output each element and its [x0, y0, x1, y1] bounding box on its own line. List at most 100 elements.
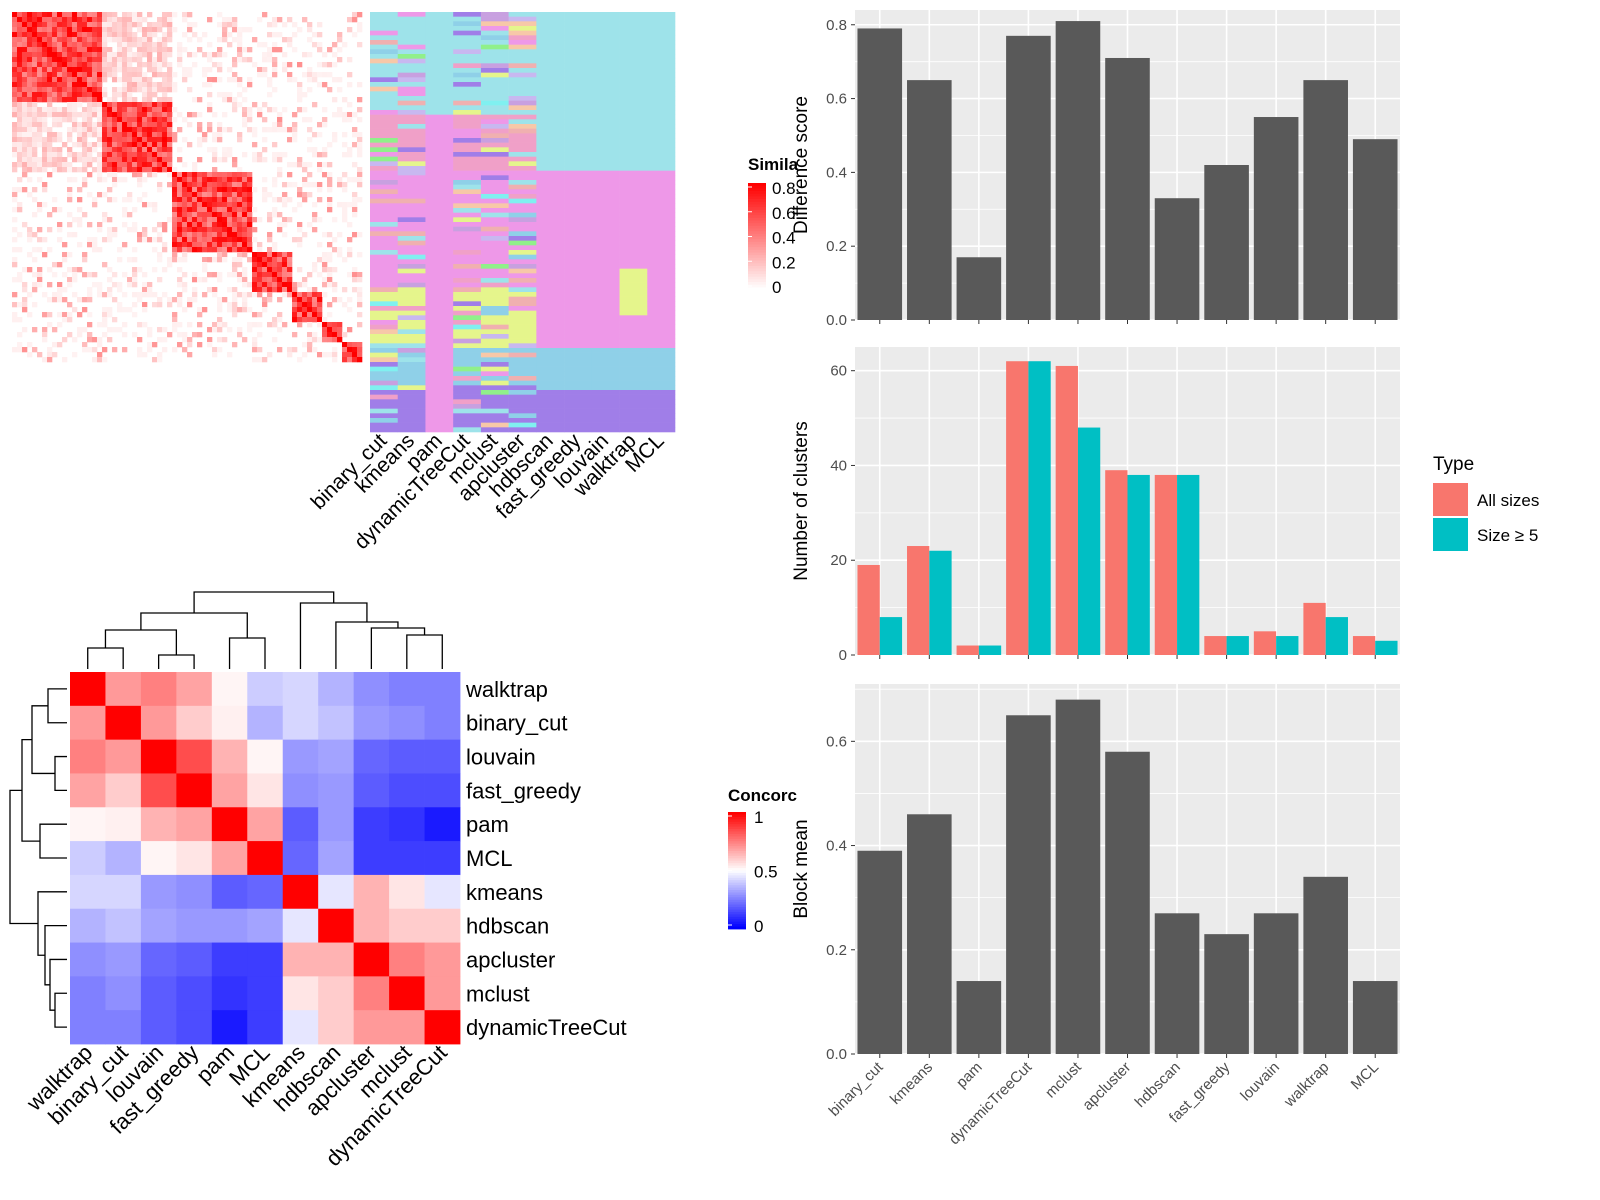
membership-cell: [591, 212, 620, 218]
similarity-cell: [12, 12, 18, 18]
membership-cell: [564, 380, 593, 386]
membership-cell: [425, 320, 454, 325]
similarity-cell: [217, 127, 223, 133]
similarity-cell: [272, 32, 278, 38]
membership-cell: [619, 91, 648, 97]
membership-cell: [480, 334, 509, 339]
membership-cell: [591, 268, 620, 274]
similarity-cell: [122, 112, 128, 118]
membership-cell: [619, 119, 648, 125]
membership-cell: [647, 21, 676, 27]
similarity-cell: [142, 37, 148, 43]
similarity-cell: [207, 217, 213, 223]
similarity-cell: [112, 137, 118, 143]
similarity-cell: [82, 92, 88, 98]
bar-apcluster-all-sizes: [1105, 470, 1128, 655]
membership-cell: [564, 245, 593, 251]
similarity-cell: [77, 72, 83, 78]
similarity-legend-gradient: [748, 228, 766, 232]
membership-cell: [591, 422, 620, 428]
similarity-cell: [42, 52, 48, 58]
similarity-cell: [112, 177, 118, 183]
membership-cell: [619, 404, 648, 409]
membership-cell: [536, 371, 565, 377]
similarity-cell: [152, 117, 158, 123]
similarity-cell: [157, 52, 163, 58]
similarity-cell: [312, 202, 318, 208]
similarity-cell: [292, 47, 298, 53]
similarity-cell: [327, 187, 333, 193]
similarity-cell: [157, 112, 163, 118]
similarity-cell: [322, 252, 328, 258]
similarity-cell: [232, 27, 238, 33]
similarity-cell: [142, 117, 148, 123]
similarity-cell: [102, 77, 108, 83]
similarity-cell: [17, 77, 23, 83]
similarity-cell: [192, 97, 198, 103]
membership-cell: [425, 208, 454, 213]
similarity-cell: [297, 267, 303, 273]
similarity-cell: [222, 212, 228, 218]
similarity-cell: [157, 72, 163, 78]
similarity-cell: [122, 347, 128, 353]
membership-cell: [647, 371, 676, 377]
membership-cell: [425, 413, 454, 419]
similarity-cell: [352, 277, 358, 283]
similarity-cell: [252, 252, 258, 258]
similarity-cell: [327, 257, 333, 263]
membership-cell: [370, 44, 399, 50]
similarity-cell: [37, 57, 43, 63]
similarity-cell: [132, 277, 138, 283]
similarity-cell: [302, 197, 308, 203]
similarity-cell: [67, 302, 73, 308]
similarity-cell: [142, 127, 148, 133]
similarity-cell: [187, 207, 193, 213]
similarity-cell: [122, 67, 128, 73]
similarity-cell: [327, 172, 333, 178]
similarity-cell: [162, 347, 168, 353]
concordance-row-label-dynamicTreeCut: dynamicTreeCut: [466, 1015, 627, 1040]
similarity-cell: [92, 282, 98, 288]
similarity-cell: [42, 57, 48, 63]
similarity-cell: [27, 32, 33, 38]
similarity-cell: [22, 72, 28, 78]
concordance-cell: [70, 976, 106, 1011]
membership-cell: [453, 184, 482, 190]
concordance-cell: [318, 773, 355, 808]
similarity-cell: [247, 57, 253, 63]
similarity-cell: [247, 117, 253, 123]
similarity-cell: [332, 132, 338, 138]
membership-cell: [480, 170, 509, 176]
membership-cell: [591, 161, 620, 167]
membership-cell: [536, 68, 565, 73]
similarity-cell: [42, 92, 48, 98]
similarity-cell: [202, 82, 208, 88]
membership-cell: [397, 254, 426, 260]
similarity-cell: [267, 57, 273, 63]
similarity-cell: [12, 187, 18, 193]
similarity-cell: [47, 37, 53, 43]
membership-cell: [536, 105, 565, 111]
similarity-cell: [352, 192, 358, 198]
membership-cell: [619, 236, 648, 241]
membership-cell: [370, 306, 399, 311]
similarity-cell: [347, 307, 353, 313]
similarity-cell: [177, 227, 183, 233]
concordance-cell: [389, 908, 425, 943]
similarity-cell: [147, 167, 153, 173]
membership-cell: [480, 138, 509, 143]
membership-cell: [480, 296, 509, 302]
similarity-cell: [222, 192, 228, 198]
concordance-legend-gradient: [728, 868, 746, 871]
concordance-cell: [247, 908, 284, 943]
similarity-cell: [82, 327, 88, 333]
similarity-cell: [177, 47, 183, 53]
similarity-cell: [202, 202, 208, 208]
membership-cell: [453, 324, 482, 330]
similarity-cell: [237, 257, 243, 263]
similarity-cell: [317, 297, 323, 303]
similarity-cell: [97, 112, 103, 118]
similarity-cell: [27, 12, 33, 18]
similarity-cell: [107, 157, 113, 163]
similarity-cell: [82, 22, 88, 28]
